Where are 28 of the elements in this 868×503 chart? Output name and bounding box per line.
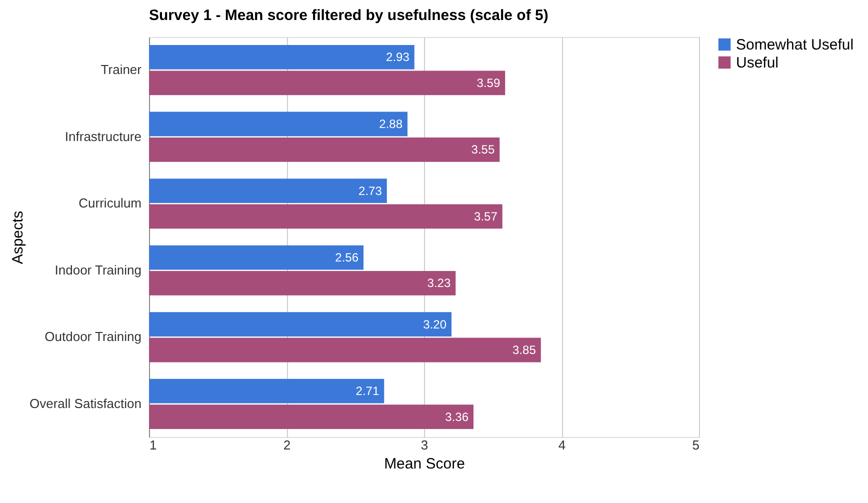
data-label: 2.88 (379, 116, 403, 131)
x-tick-label: 1 (150, 438, 157, 452)
x-tick-label: 2 (283, 438, 291, 452)
data-label: 2.56 (335, 250, 359, 265)
data-label: 3.55 (471, 142, 495, 157)
data-label: 2.73 (358, 184, 382, 198)
data-label: 3.20 (423, 317, 447, 332)
legend-label: Somewhat Useful (736, 36, 854, 54)
data-label: 3.85 (512, 343, 536, 358)
data-label: 3.57 (474, 209, 498, 224)
x-axis-title: Mean Score (384, 456, 465, 472)
chart-title: Survey 1 - Mean score filtered by usefulness (scale of 5) (149, 7, 548, 24)
data-label: 3.36 (445, 410, 469, 424)
x-tick-label: 3 (420, 438, 428, 452)
y-tick-label: Outdoor Training (44, 329, 142, 344)
y-axis-title: Aspects (10, 210, 27, 264)
y-tick-label: Infrastructure (64, 128, 142, 144)
y-tick-label: Curriculum (78, 196, 142, 211)
data-label: 2.93 (386, 50, 410, 64)
y-tick-label: Indoor Training (54, 262, 142, 278)
y-tick-label: Overall Satisfaction (30, 396, 142, 411)
y-tick-label: Trainer (100, 62, 142, 78)
legend-label: Useful (736, 54, 779, 72)
data-label: 3.59 (476, 76, 500, 90)
x-tick-label: 4 (558, 438, 566, 452)
data-label: 3.23 (427, 276, 451, 290)
data-label: 2.71 (356, 384, 380, 398)
x-tick-label: 5 (692, 438, 700, 452)
